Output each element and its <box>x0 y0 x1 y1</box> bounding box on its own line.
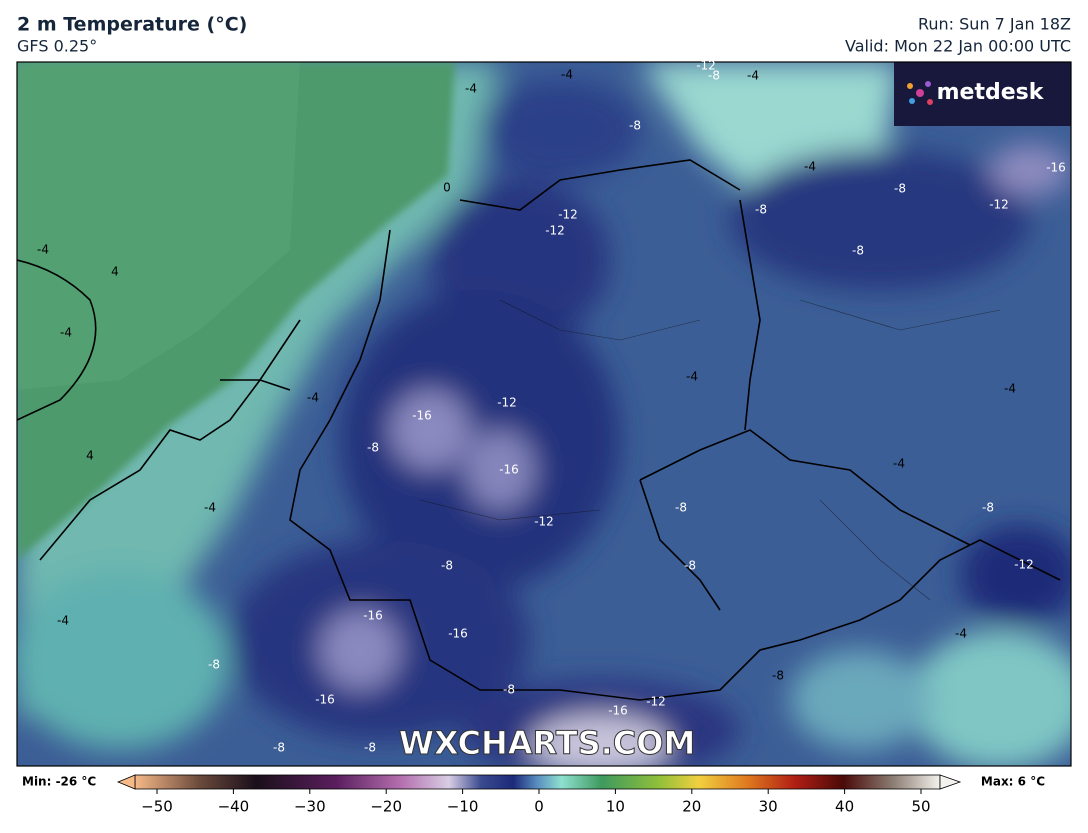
contour-label: -12 <box>696 59 716 73</box>
contour-label: -12 <box>545 224 565 238</box>
colorbar-tick-label: −30 <box>294 798 326 816</box>
contour-label: -8 <box>684 559 696 573</box>
contour-label: -8 <box>441 559 453 573</box>
contour-label: -4 <box>686 370 698 384</box>
contour-label: -12 <box>646 695 666 709</box>
contour-label: -4 <box>60 326 72 340</box>
colorbar-tick-label: 20 <box>682 798 701 816</box>
contour-label: -16 <box>315 693 335 707</box>
colorbar-tick-label: −10 <box>447 798 479 816</box>
contour-label: -16 <box>608 704 628 718</box>
contour-label: -8 <box>755 203 767 217</box>
contour-label: -8 <box>675 501 687 515</box>
contour-label: 0 <box>443 181 451 195</box>
contour-label: -8 <box>772 669 784 683</box>
contour-label: 4 <box>86 449 94 463</box>
colorbar <box>134 774 941 790</box>
contour-label: -8 <box>982 501 994 515</box>
colorbar-tick-label: −50 <box>141 798 173 816</box>
colorbar-low-arrow <box>116 774 136 790</box>
contour-label: -12 <box>989 198 1009 212</box>
contour-label: -8 <box>364 741 376 755</box>
colorbar-tick-label: 40 <box>835 798 854 816</box>
contour-label: -16 <box>448 627 468 641</box>
logo: metdesk <box>937 80 1045 105</box>
colorbar-min: Min: -26 °C <box>22 775 96 789</box>
run-time: Run: Sun 7 Jan 18Z <box>918 15 1071 34</box>
colorbar-tick-label: −20 <box>370 798 402 816</box>
map-frame <box>16 61 1072 767</box>
contour-label: -4 <box>307 391 319 405</box>
map <box>17 62 1071 766</box>
colorbar-tick-label: 30 <box>759 798 778 816</box>
title: 2 m Temperature (°C) <box>17 14 247 36</box>
contour-label: -4 <box>893 457 905 471</box>
contour-label: -4 <box>465 82 477 96</box>
contour-label: -4 <box>37 243 49 257</box>
contour-label: -8 <box>208 658 220 672</box>
contour-label: -8 <box>708 69 720 83</box>
contour-label: 4 <box>111 265 119 279</box>
contour-label: -8 <box>503 683 515 697</box>
valid-time: Valid: Mon 22 Jan 00:00 UTC <box>845 37 1071 56</box>
watermark: WXCHARTS.COM <box>399 724 696 762</box>
colorbar-high-arrow <box>939 774 962 790</box>
contour-label: -4 <box>804 160 816 174</box>
subtitle: GFS 0.25° <box>17 37 97 56</box>
contour-label: -16 <box>363 609 383 623</box>
colorbar-tick-label: 50 <box>911 798 930 816</box>
contour-label: -4 <box>561 68 573 82</box>
contour-label: -16 <box>499 463 519 477</box>
contour-label: -8 <box>852 244 864 258</box>
contour-label: -8 <box>894 182 906 196</box>
colorbar-tick-label: −40 <box>218 798 250 816</box>
colorbar-tick-label: 10 <box>606 798 625 816</box>
contour-label: -4 <box>955 627 967 641</box>
contour-label: -12 <box>534 515 554 529</box>
contour-label: -16 <box>1046 161 1066 175</box>
contour-label: -12 <box>1014 558 1034 572</box>
contour-label: -4 <box>204 501 216 515</box>
contour-label: -4 <box>747 69 759 83</box>
contour-label: -16 <box>412 409 432 423</box>
contour-label: -4 <box>57 614 69 628</box>
contour-label: -4 <box>1004 382 1016 396</box>
contour-label: -12 <box>558 208 578 222</box>
contour-label: -8 <box>367 441 379 455</box>
contour-label: -12 <box>497 396 517 410</box>
colorbar-max: Max: 6 °C <box>981 775 1045 789</box>
colorbar-tick-label: 0 <box>534 798 544 816</box>
contour-label: -8 <box>629 119 641 133</box>
contour-label: -8 <box>273 741 285 755</box>
